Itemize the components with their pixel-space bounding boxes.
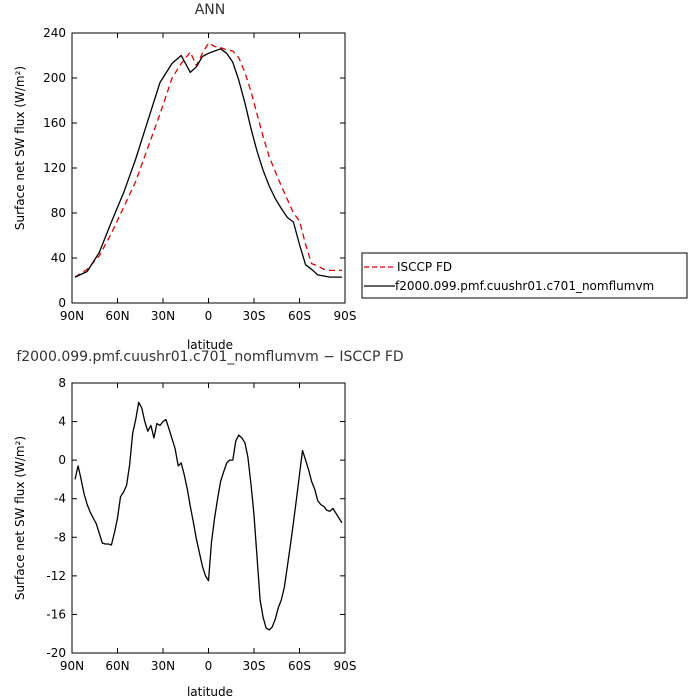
top-chart-y-tick-label: 40 [51, 251, 66, 265]
top-chart-y-tick-label: 120 [43, 161, 66, 175]
bottom-chart-frame [71, 382, 346, 654]
bottom-chart-y-tick-label: 0 [58, 453, 66, 467]
legend-label-model: f2000.099.pmf.cuushr01.c701_nomflumvm [395, 279, 654, 293]
top-chart-x-tick-label: 30N [151, 309, 175, 323]
top-chart-x-tick-label: 60S [288, 309, 311, 323]
top-chart-y-tick-label: 240 [43, 26, 66, 40]
top-chart-series-f2000-099-pmf-cuushr01-c701-nomflumvm-line [74, 48, 342, 278]
legend-box [361, 252, 688, 299]
top-chart-series-isccp-fd-line [74, 42, 342, 278]
top-chart-x-tick-label: 0 [205, 309, 213, 323]
top-chart-x-tick-label: 90S [334, 309, 357, 323]
top-chart-x-tick-label: 90N [60, 309, 84, 323]
bottom-chart-x-tick-label: 90S [334, 659, 357, 673]
bottom-chart-ticks: 90N 60N 30N 0 30S 60S 90S -20 -16 -12 -8 -4 0 4 8 [46, 376, 356, 673]
bottom-chart-y-tick-label: 8 [58, 376, 66, 390]
bottom-chart-y-tick-label: -16 [46, 607, 66, 621]
bottom-chart-x-tick-label: 30N [151, 659, 175, 673]
bottom-chart-x-tick-label: 0 [205, 659, 213, 673]
bottom-chart-x-tick-label: 30S [243, 659, 266, 673]
bottom-chart-series-1-line [74, 401, 343, 631]
top-chart-y-axis-title: Surface net SW flux (W/m²) [13, 66, 27, 230]
bottom-chart-y-axis-title: Surface net SW flux (W/m²) [13, 436, 27, 600]
bottom-chart-y-tick-label: -4 [54, 492, 66, 506]
top-chart-title: ANN [195, 2, 226, 18]
bottom-chart-x-tick-label: 90N [60, 659, 84, 673]
bottom-chart-y-tick-label: -12 [46, 569, 66, 583]
top-chart-y-tick-label: 80 [51, 206, 66, 220]
top-chart-x-tick-label: 60N [105, 309, 129, 323]
bottom-chart: f2000.099.pmf.cuushr01.c701_nomflumvm − … [13, 349, 404, 699]
bottom-chart-x-axis-title: latitude [187, 685, 233, 699]
top-chart: ANN Surface net SW flux (W/m²) latitude … [13, 2, 356, 352]
top-chart-x-tick-label: 30S [243, 309, 266, 323]
legend-label-isccp-fd: ISCCP FD [397, 260, 452, 274]
top-chart-y-tick-label: 160 [43, 116, 66, 130]
bottom-chart-x-tick-label: 60N [105, 659, 129, 673]
bottom-chart-series [74, 401, 343, 631]
top-chart-y-tick-label: 0 [58, 296, 66, 310]
top-chart-ticks: 90N 60N 30N 0 30S 60S 90S 0 40 80 120 160 200 240 [43, 26, 356, 323]
bottom-chart-y-tick-label: 4 [58, 415, 66, 429]
legend: ISCCP FD f2000.099.pmf.cuushr01.c701_nom… [361, 252, 688, 299]
bottom-chart-y-tick-label: -8 [54, 530, 66, 544]
bottom-chart-y-tick-label: -20 [46, 646, 66, 660]
top-chart-frame [71, 32, 346, 304]
bottom-chart-title: f2000.099.pmf.cuushr01.c701_nomflumvm − … [16, 349, 403, 365]
top-chart-y-tick-label: 200 [43, 71, 66, 85]
top-chart-x-axis-title: latitude [187, 338, 233, 352]
bottom-chart-x-tick-label: 60S [288, 659, 311, 673]
top-chart-series [74, 42, 342, 278]
